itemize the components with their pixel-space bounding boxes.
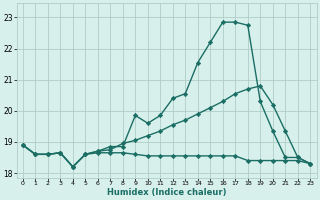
X-axis label: Humidex (Indice chaleur): Humidex (Indice chaleur) xyxy=(107,188,226,197)
